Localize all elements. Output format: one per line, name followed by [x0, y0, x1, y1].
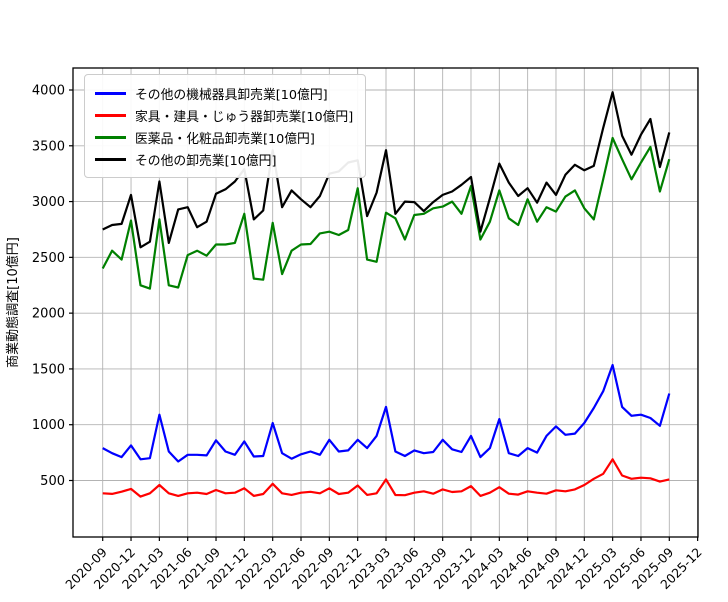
legend-line-swatch	[95, 91, 126, 95]
legend-item-label: 医薬品・化粧品卸売業[10億円]	[135, 131, 315, 147]
y-tick-label: 3500	[32, 139, 65, 154]
legend-item-3: その他の卸売業[10億円]	[95, 148, 353, 170]
y-axis-title: 商業動態調査[10億円]	[5, 237, 21, 368]
y-tick-label: 2000	[32, 307, 65, 322]
y-tick-label: 4000	[32, 84, 65, 99]
y-tick-label: 1500	[32, 362, 65, 377]
legend-item-2: 医薬品・化粧品卸売業[10億円]	[95, 126, 353, 148]
y-tick-label: 3000	[32, 195, 65, 210]
legend-line-swatch	[95, 135, 126, 139]
legend-item-1: 家具・建具・じゅう器卸売業[10億円]	[95, 104, 353, 126]
legend-line-swatch	[95, 157, 126, 161]
legend-item-label: その他の機械器具卸売業[10億円]	[135, 87, 328, 103]
y-tick-label: 1000	[32, 418, 65, 433]
y-tick-label: 500	[40, 474, 65, 489]
legend: その他の機械器具卸売業[10億円] 家具・建具・じゅう器卸売業[10億円] 医薬品・…	[84, 74, 367, 178]
legend-line-swatch	[95, 113, 126, 117]
legend-item-label: 家具・建具・じゅう器卸売業[10億円]	[135, 109, 354, 125]
series-line-2	[101, 136, 671, 290]
legend-item-label: その他の卸売業[10億円]	[135, 153, 277, 169]
legend-item-0: その他の機械器具卸売業[10億円]	[95, 82, 353, 104]
y-tick-label: 2500	[32, 251, 65, 266]
series-line-1	[102, 458, 670, 498]
series-line-3	[102, 91, 671, 249]
series-line-0	[102, 363, 671, 463]
